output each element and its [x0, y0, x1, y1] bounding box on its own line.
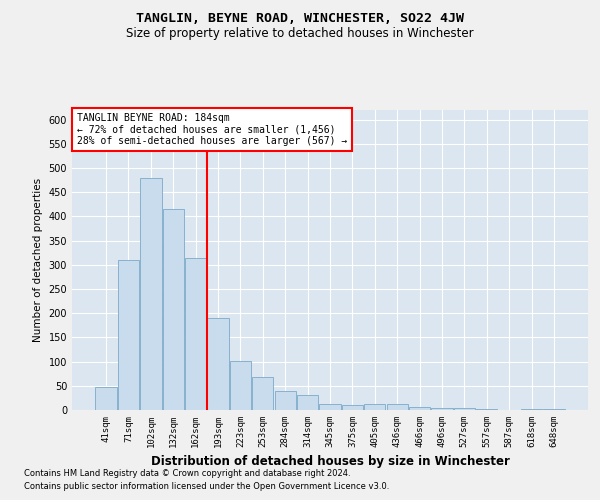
Bar [140, 178, 161, 410]
Bar [297, 394, 318, 410]
Bar [319, 404, 341, 410]
Y-axis label: Number of detached properties: Number of detached properties [33, 178, 43, 342]
Bar [386, 404, 408, 410]
Bar [476, 409, 497, 410]
Bar [342, 404, 363, 410]
Bar [95, 388, 117, 410]
Bar [454, 408, 475, 410]
Text: TANGLIN, BEYNE ROAD, WINCHESTER, SO22 4JW: TANGLIN, BEYNE ROAD, WINCHESTER, SO22 4J… [136, 12, 464, 26]
Text: Size of property relative to detached houses in Winchester: Size of property relative to detached ho… [126, 28, 474, 40]
Text: Contains public sector information licensed under the Open Government Licence v3: Contains public sector information licen… [24, 482, 389, 491]
Bar [252, 377, 274, 410]
X-axis label: Distribution of detached houses by size in Winchester: Distribution of detached houses by size … [151, 456, 509, 468]
Bar [431, 408, 452, 410]
Text: TANGLIN BEYNE ROAD: 184sqm
← 72% of detached houses are smaller (1,456)
28% of s: TANGLIN BEYNE ROAD: 184sqm ← 72% of deta… [77, 113, 347, 146]
Bar [163, 209, 184, 410]
Text: Contains HM Land Registry data © Crown copyright and database right 2024.: Contains HM Land Registry data © Crown c… [24, 468, 350, 477]
Bar [118, 260, 139, 410]
Bar [364, 404, 385, 410]
Bar [409, 406, 430, 410]
Bar [275, 391, 296, 410]
Bar [185, 258, 206, 410]
Bar [521, 408, 542, 410]
Bar [230, 360, 251, 410]
Bar [208, 318, 229, 410]
Bar [543, 409, 565, 410]
